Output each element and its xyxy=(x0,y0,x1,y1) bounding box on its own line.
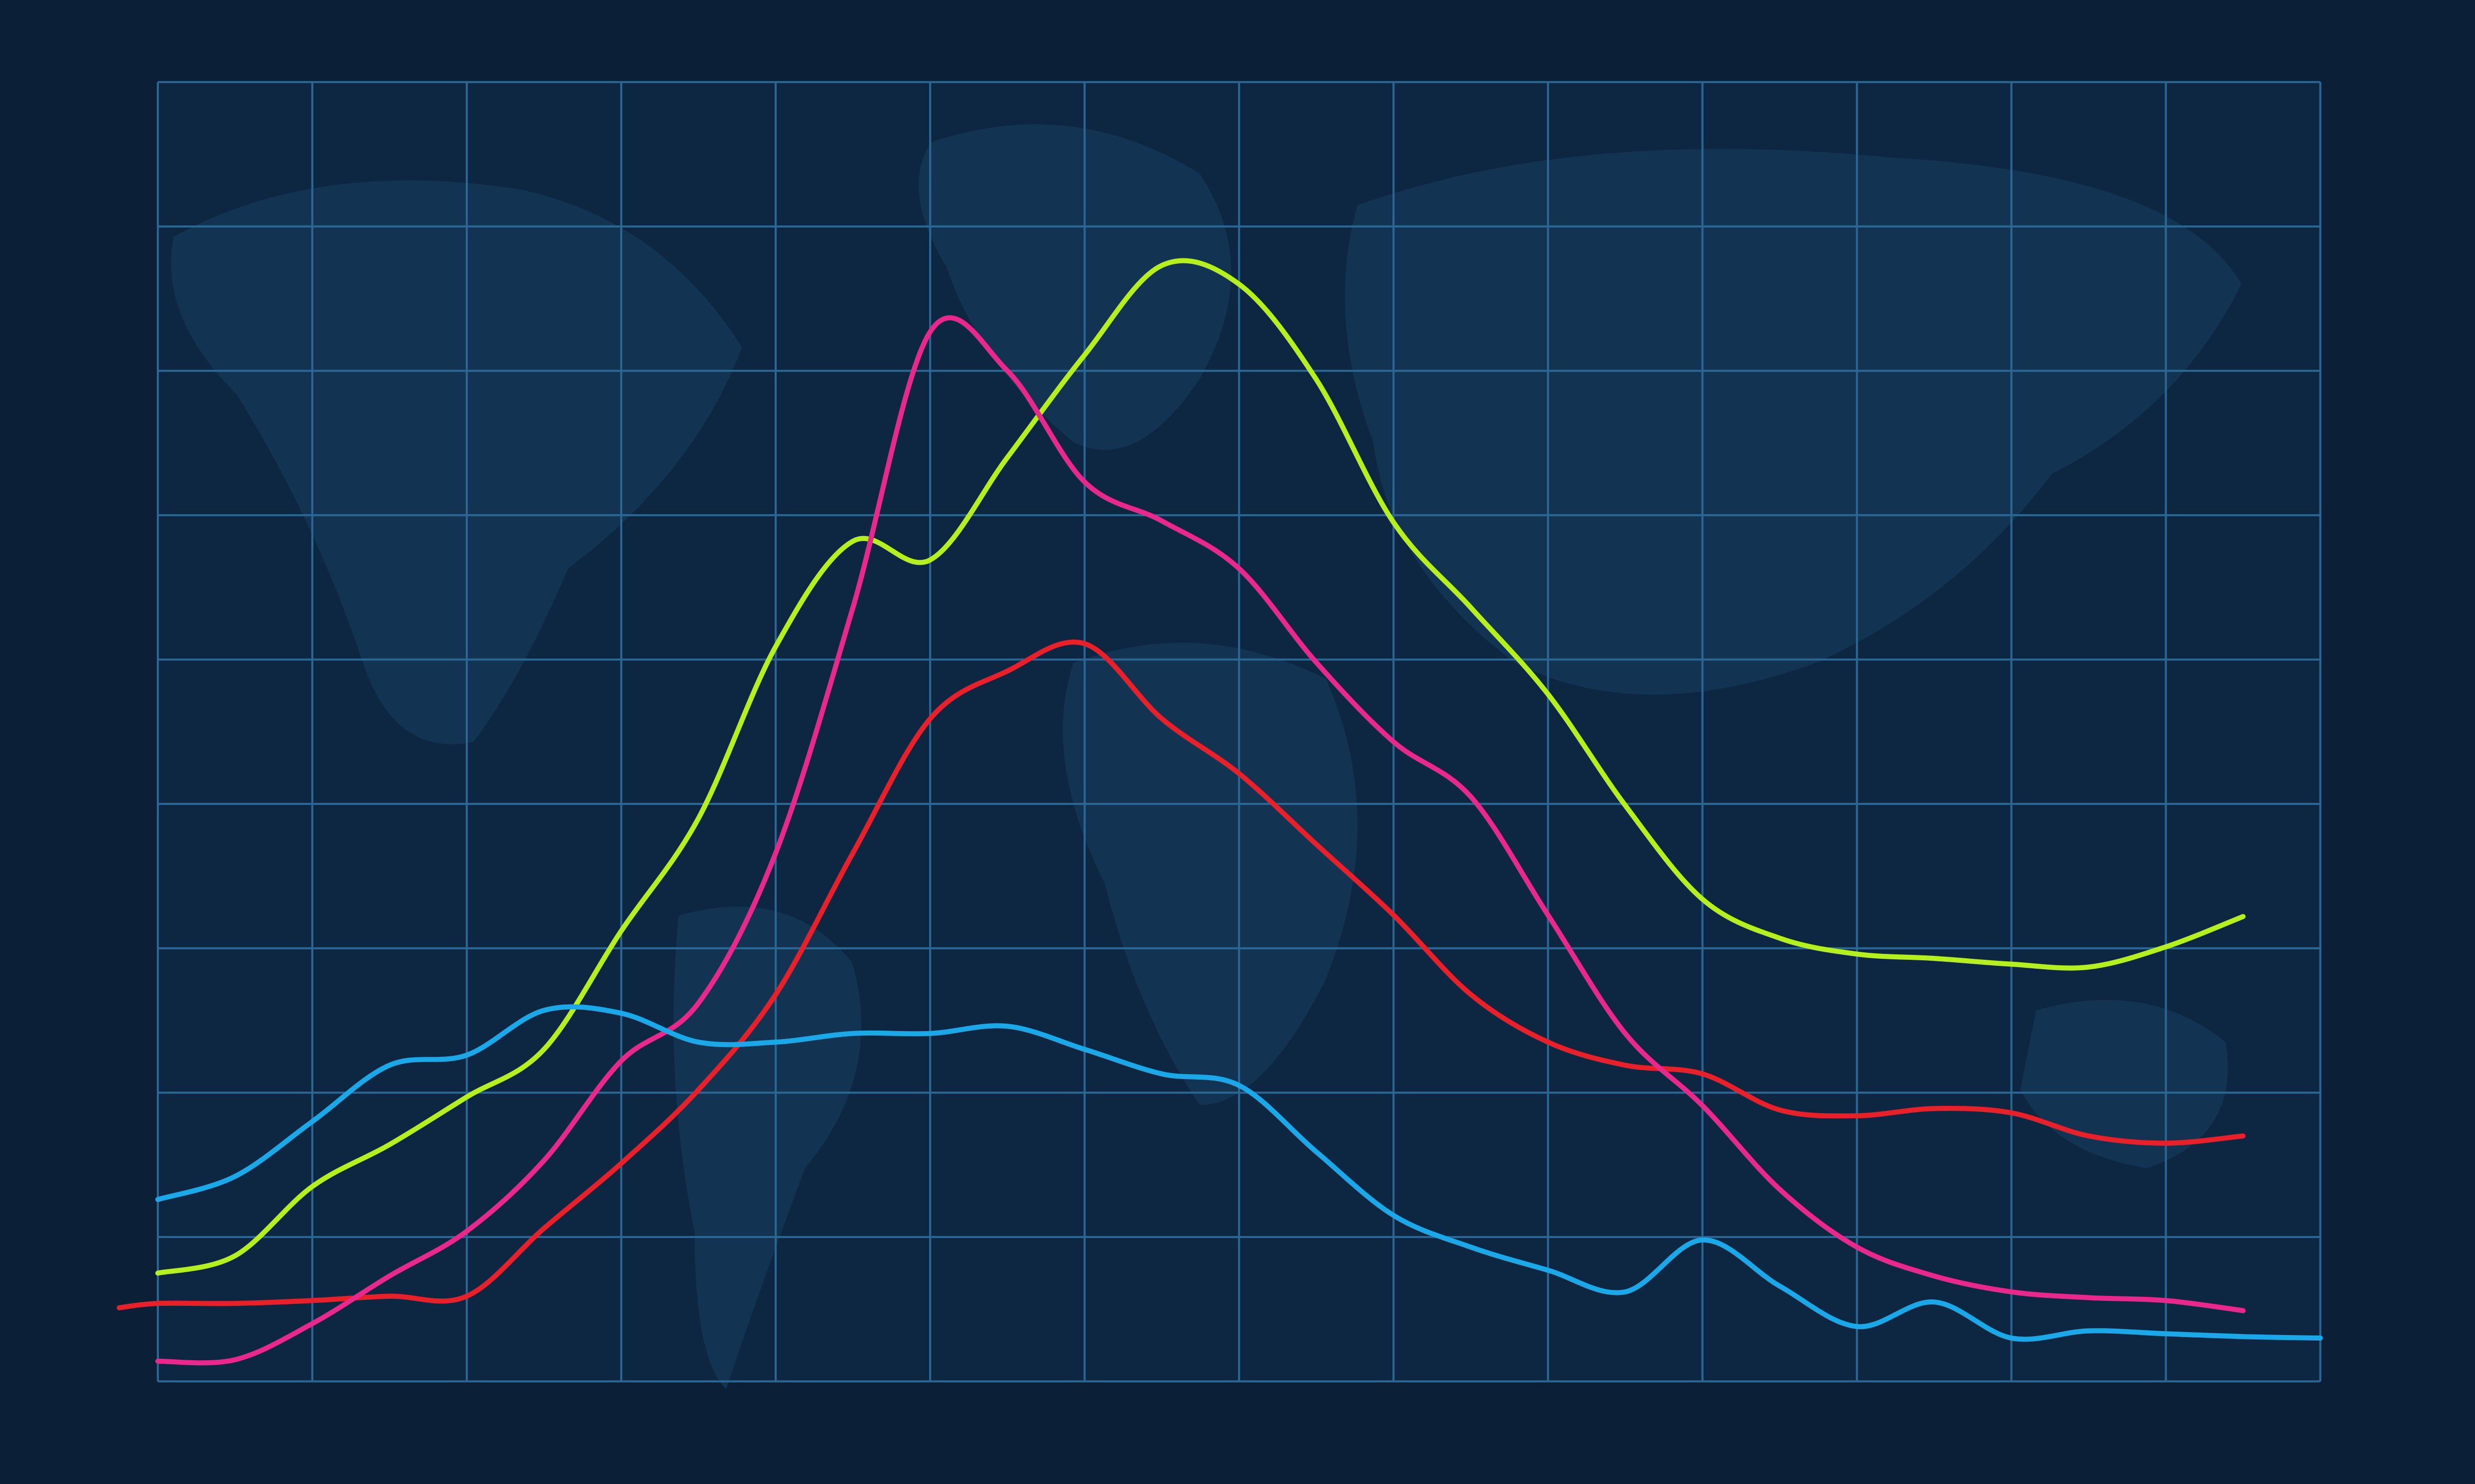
data-line xyxy=(155,258,2246,1276)
data-line xyxy=(155,315,2246,1366)
continent xyxy=(2020,999,2228,1169)
continent xyxy=(1063,643,1358,1105)
world-map xyxy=(171,124,2242,1389)
continent xyxy=(171,180,742,744)
data-line xyxy=(155,1004,2323,1342)
continent xyxy=(673,906,862,1389)
continent xyxy=(1344,148,2242,695)
continent xyxy=(918,124,1232,450)
data-line xyxy=(116,639,2246,1311)
